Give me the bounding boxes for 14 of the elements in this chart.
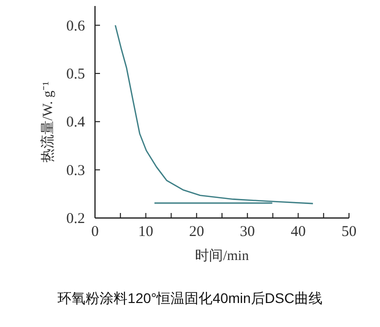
y-tick-label: 0.3 [66, 162, 85, 179]
text: 环氧粉涂料120°恒温固化40min后DSC曲线 [58, 290, 322, 306]
x-tick-label: 20 [189, 224, 204, 240]
y-tick-label: 0.5 [66, 66, 85, 82]
y-axis-title: 热流量/W. g⁻¹ [40, 81, 56, 163]
y-tick-label: 0.4 [66, 114, 86, 131]
x-tick-label: 30 [240, 224, 255, 240]
x-axis-title: 时间/min [195, 248, 249, 264]
x-tick-label: 10 [138, 224, 154, 240]
x-tick-label: 0 [91, 224, 99, 240]
y-tick-label: 0.2 [66, 211, 85, 227]
y-tick-label: 0.6 [66, 18, 86, 34]
x-tick-label: 40 [290, 224, 306, 240]
x-tick-label: 50 [342, 224, 356, 240]
